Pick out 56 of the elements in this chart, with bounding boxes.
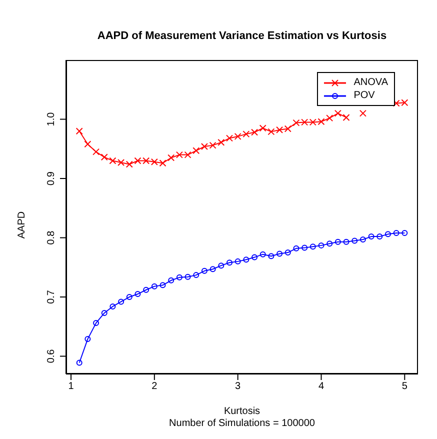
point — [218, 262, 224, 269]
point — [93, 320, 100, 326]
point — [160, 282, 166, 288]
point — [168, 277, 174, 284]
point — [302, 244, 308, 251]
chart-title: AAPD of Measurement Variance Estimation vs Kurtosis — [96, 30, 388, 42]
point — [368, 234, 374, 240]
point — [384, 231, 391, 238]
point — [226, 260, 232, 266]
legend-label: ANOVA — [354, 77, 388, 88]
x-tick-label: 5 — [402, 381, 408, 392]
point — [260, 251, 266, 258]
point — [293, 245, 300, 252]
point — [193, 272, 200, 278]
x-axis-title: Kurtosis — [222, 406, 262, 418]
y-tick-label: 0.6 — [46, 348, 57, 364]
point — [402, 230, 408, 236]
point — [201, 268, 208, 274]
y-tick-label: 0.9 — [46, 171, 57, 186]
point — [310, 244, 316, 250]
point — [326, 240, 333, 247]
point — [84, 336, 91, 342]
point — [110, 303, 116, 310]
legend-label: POV — [354, 90, 375, 101]
point — [393, 230, 400, 236]
point — [352, 238, 358, 244]
point — [360, 236, 366, 243]
point — [268, 253, 274, 260]
y-tick-label: 1.0 — [46, 112, 57, 126]
y-axis-title: AAPD — [16, 211, 28, 239]
x-tick-label: 4 — [318, 381, 324, 392]
y-tick-label: 0.8 — [46, 230, 57, 245]
point — [126, 294, 132, 300]
point — [176, 274, 182, 280]
x-tick-label: 1 — [68, 381, 74, 392]
point — [343, 238, 350, 245]
point — [276, 250, 283, 257]
point — [284, 250, 291, 256]
point — [243, 256, 250, 263]
point — [334, 238, 341, 245]
point — [184, 274, 191, 280]
point — [76, 360, 82, 366]
text: Number of Simulations = 100000 — [168, 418, 316, 430]
point — [151, 283, 158, 290]
point — [118, 298, 124, 305]
point — [318, 242, 324, 248]
point — [101, 310, 108, 316]
point — [252, 254, 258, 260]
point — [376, 234, 383, 240]
point — [143, 286, 150, 293]
point — [210, 266, 216, 272]
point — [134, 291, 141, 298]
x-tick-label: 2 — [152, 381, 158, 392]
x-tick-label: 3 — [235, 381, 242, 392]
y-tick-label: 0.7 — [46, 290, 57, 304]
point — [234, 258, 241, 264]
